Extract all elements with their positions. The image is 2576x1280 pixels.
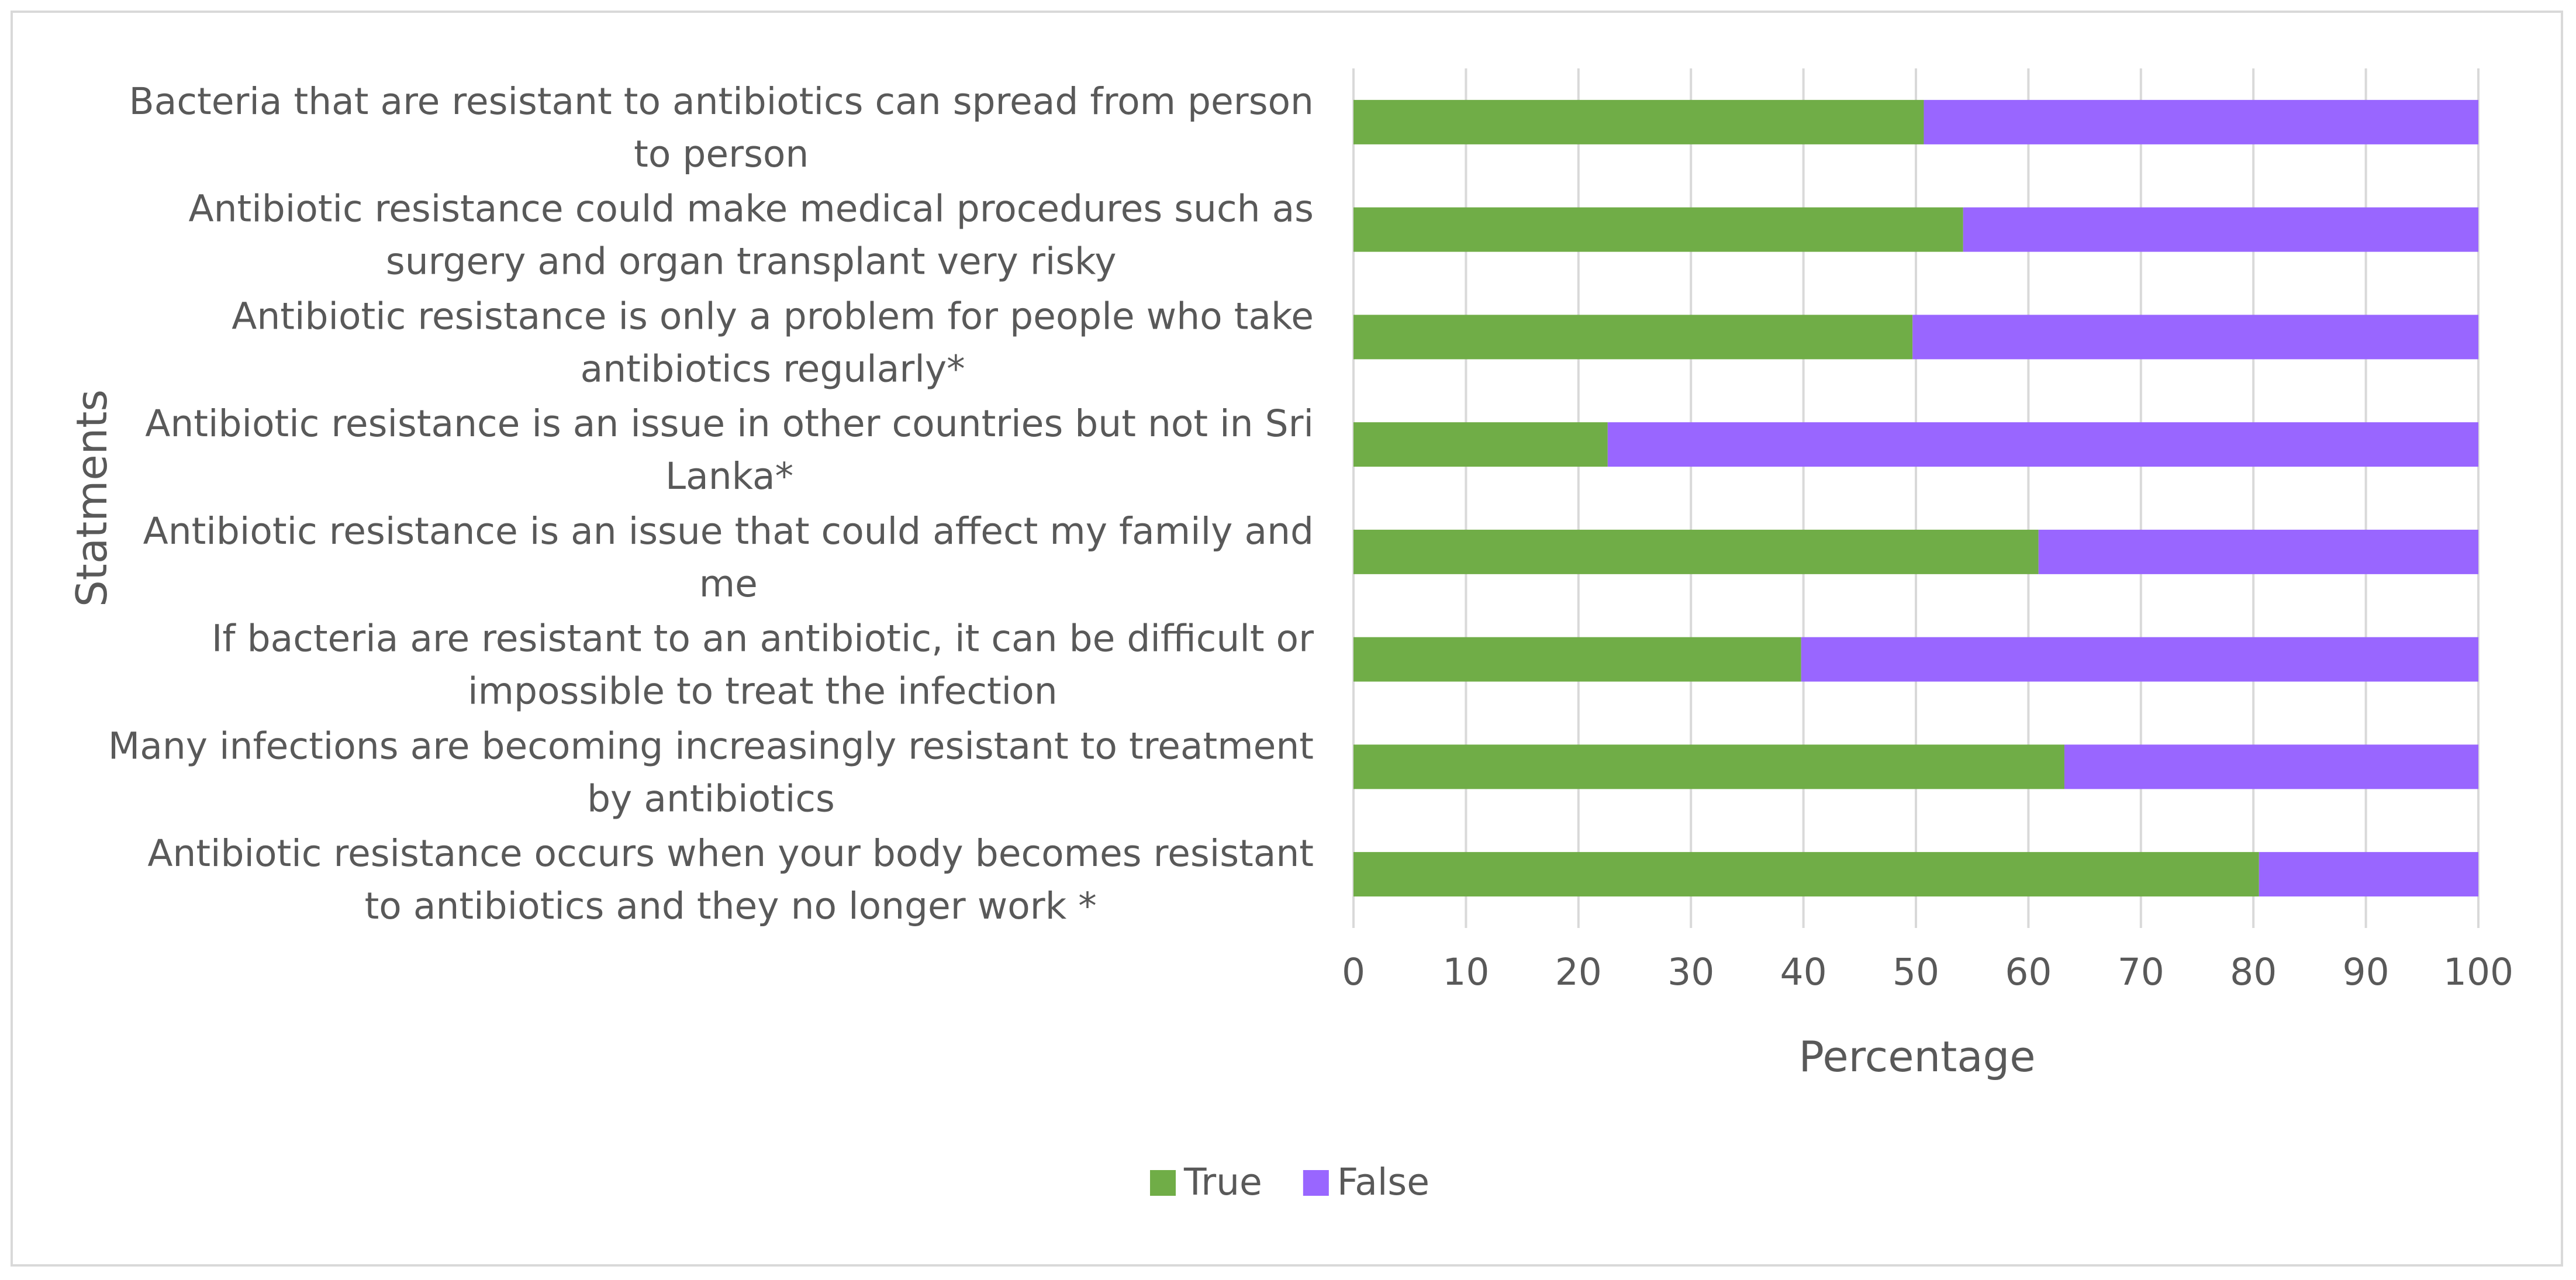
category-label: Antibiotic resistance is an issue in oth…	[145, 402, 1314, 498]
category-label-line: Antibiotic resistance is an issue that c…	[143, 510, 1314, 553]
x-tick-label: 50	[1893, 951, 1939, 993]
category-label: Antibiotic resistance is an issue that c…	[143, 510, 1314, 605]
bar-true-2	[1353, 207, 1963, 252]
category-label-line: to person	[634, 133, 809, 175]
bar-true-8	[1353, 852, 2259, 897]
category-label-line: surgery and organ transplant very risky	[386, 240, 1117, 283]
bar-true-4	[1353, 422, 1608, 467]
x-tick-label: 10	[1442, 951, 1489, 993]
category-label-line: Lanka*	[665, 455, 793, 498]
x-tick-label: 0	[1342, 951, 1365, 993]
x-axis-title: Percentage	[1798, 1032, 2035, 1081]
category-label: Antibiotic resistance could make medical…	[188, 188, 1314, 283]
category-label: If bacteria are resistant to an antibiot…	[212, 617, 1314, 713]
category-label-line: by antibiotics	[587, 777, 835, 820]
legend-label-false: False	[1337, 1161, 1429, 1203]
category-labels: Bacteria that are resistant to antibioti…	[108, 80, 1314, 927]
bar-false-4	[1607, 422, 2478, 467]
bar-true-6	[1353, 637, 1801, 682]
bar-false-6	[1801, 637, 2478, 682]
legend-swatch-true	[1150, 1170, 1176, 1196]
bar-true-7	[1353, 744, 2064, 789]
x-tick-label: 60	[2005, 951, 2052, 993]
bar-true-3	[1353, 315, 1913, 360]
category-label: Many infections are becoming increasingl…	[108, 724, 1314, 820]
x-tick-label: 20	[1555, 951, 1602, 993]
x-tick-label: 30	[1667, 951, 1714, 993]
category-label: Antibiotic resistance occurs when your b…	[147, 832, 1314, 927]
legend: True False	[1150, 1161, 1429, 1203]
x-tick-label: 100	[2443, 951, 2513, 993]
x-tick-label: 40	[1780, 951, 1827, 993]
bar-false-3	[1912, 315, 2478, 360]
category-label-line: to antibiotics and they no longer work *	[365, 885, 1097, 927]
bar-true-5	[1353, 529, 2039, 574]
x-tick-label: 80	[2230, 951, 2277, 993]
bar-true-1	[1353, 99, 1924, 144]
category-label-line: Antibiotic resistance is an issue in oth…	[145, 402, 1314, 445]
bar-false-5	[2038, 529, 2478, 574]
category-label-line: Many infections are becoming increasingl…	[108, 724, 1314, 767]
chart-frame: Bacteria that are resistant to antibioti…	[11, 11, 2563, 1267]
bar-false-2	[1963, 207, 2478, 252]
category-label-line: Bacteria that are resistant to antibioti…	[129, 80, 1314, 123]
stacked-bar-chart: Bacteria that are resistant to antibioti…	[67, 68, 2513, 1203]
bar-false-1	[1924, 99, 2478, 144]
category-label-line: impossible to treat the infection	[468, 670, 1058, 713]
bars	[1353, 99, 2478, 897]
category-label: Antibiotic resistance is only a problem …	[232, 295, 1314, 390]
category-label-line: me	[699, 563, 758, 605]
y-axis-title: Statments	[67, 389, 116, 607]
category-label-line: antibiotics regularly*	[581, 347, 965, 390]
x-tick-labels: 0 10 20 30 40 50 60 70 80 90 100	[1342, 951, 2513, 993]
legend-swatch-false	[1303, 1170, 1329, 1196]
legend-label-true: True	[1183, 1161, 1262, 1203]
bar-false-7	[2064, 744, 2478, 789]
category-label: Bacteria that are resistant to antibioti…	[129, 80, 1314, 175]
gridlines	[1352, 68, 2480, 928]
category-label-line: If bacteria are resistant to an antibiot…	[212, 617, 1314, 660]
category-label-line: Antibiotic resistance could make medical…	[188, 188, 1314, 230]
bar-false-8	[2259, 852, 2478, 897]
x-tick-label: 70	[2118, 951, 2164, 993]
x-tick-label: 90	[2343, 951, 2389, 993]
category-label-line: Antibiotic resistance is only a problem …	[232, 295, 1314, 337]
category-label-line: Antibiotic resistance occurs when your b…	[147, 832, 1314, 875]
